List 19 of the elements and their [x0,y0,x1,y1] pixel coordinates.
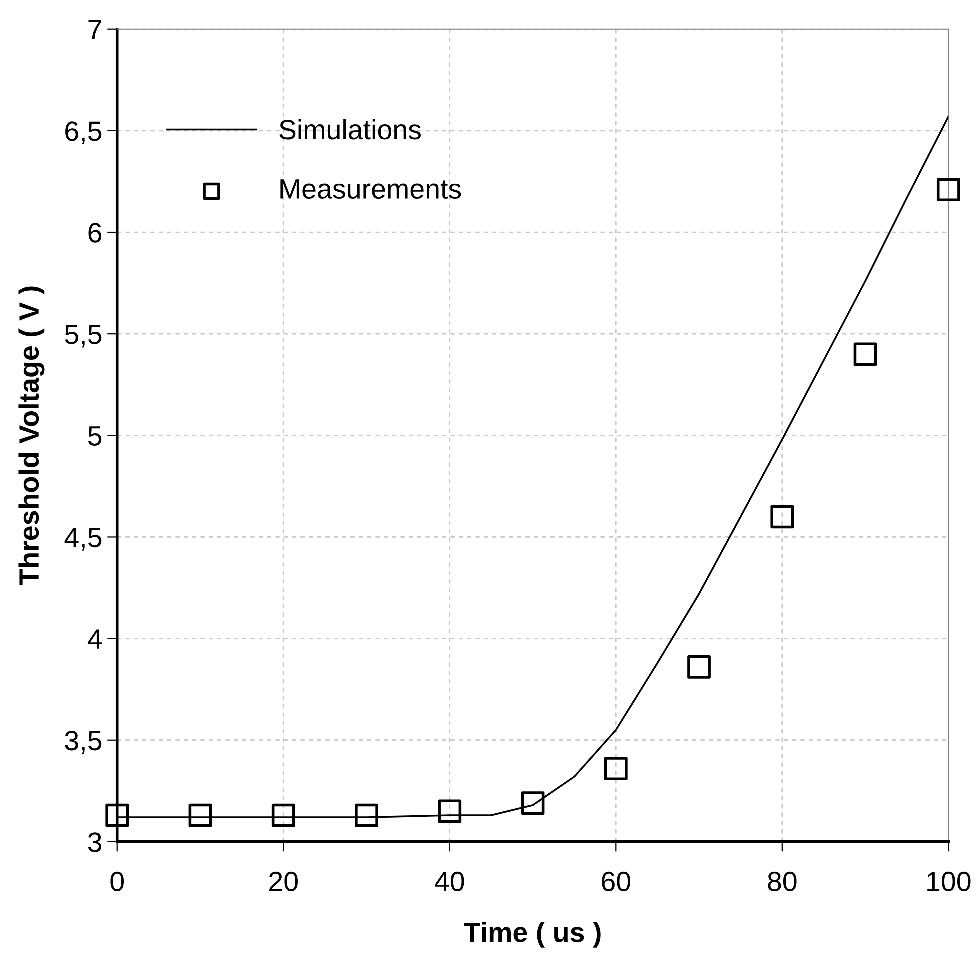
legend-label: Measurements [280,180,462,200]
y-tick-label: 6 [88,223,102,243]
x-tick-label: 80 [768,872,797,892]
y-tick-label: 6,5 [66,122,102,145]
x-axis-title: Time ( us ) [464,922,601,948]
y-tick-label: 5 [88,426,102,446]
y-tick-label: 3 [88,832,102,852]
y-tick-label: 3,5 [65,731,102,754]
y-axis-title: Threshold Voltage ( V ) [18,286,45,586]
y-tick-label: 7 [88,20,102,40]
x-tick-label: 60 [602,872,631,892]
x-tick-label: 40 [435,872,464,892]
legend-label: Simulations [280,119,421,140]
y-tick-label: 4,5 [64,528,102,551]
x-tick-label: 0 [110,872,124,892]
y-tick-label: 4 [88,630,102,649]
y-tick-label: 5,5 [65,325,102,348]
x-tick-label: 20 [270,872,298,892]
x-tick-label: 100 [928,872,971,892]
